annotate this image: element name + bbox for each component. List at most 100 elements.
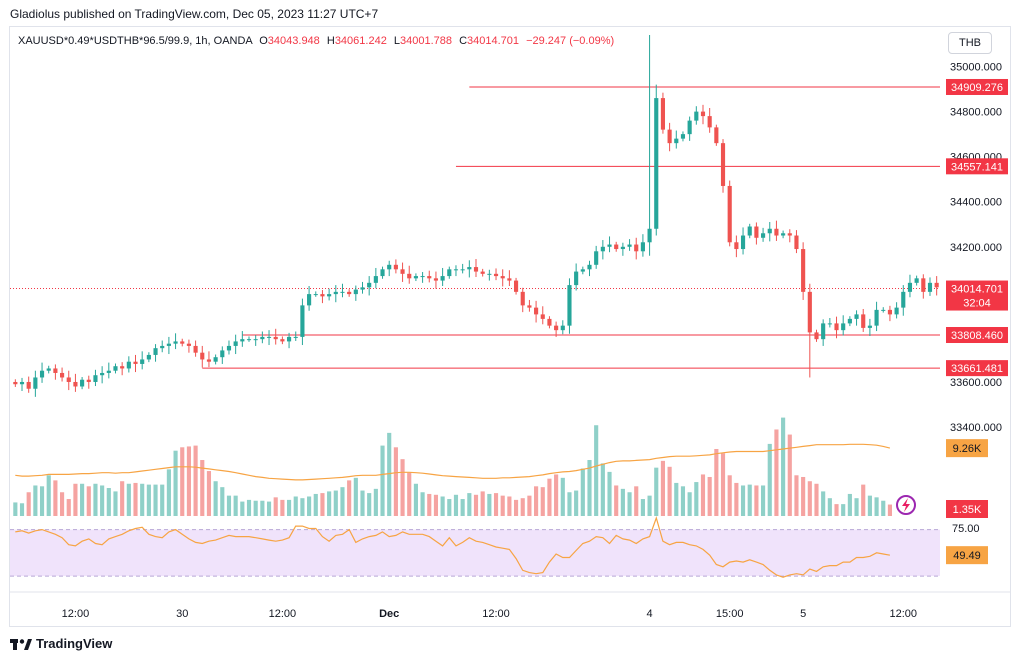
volume-bar: [393, 447, 398, 516]
rsi-line: [15, 516, 891, 578]
volume-bar: [493, 493, 499, 516]
candle-body: [914, 278, 919, 283]
candle-body: [507, 278, 512, 281]
level-price-label: 34909.276: [951, 82, 1003, 94]
last-price-tag: [946, 280, 1008, 311]
candle-body: [834, 323, 839, 331]
candle-body: [874, 309, 879, 326]
volume-bar: [153, 484, 158, 516]
candle-body: [33, 377, 38, 389]
volume-bar: [253, 500, 258, 516]
time-tick-label: 12:00: [890, 608, 918, 620]
candle-body: [534, 307, 539, 315]
candle-body: [360, 287, 365, 290]
candle-body: [600, 246, 605, 252]
volume-bar: [400, 459, 405, 516]
volume-bar: [180, 447, 185, 516]
candle-body: [313, 294, 318, 296]
low-value: 34001.788: [400, 35, 452, 47]
volume-bar: [113, 491, 118, 516]
volume-bar: [467, 493, 472, 516]
candle-body: [73, 381, 78, 387]
candle-body: [60, 372, 65, 378]
volume-bar: [854, 498, 859, 516]
price-tick-label: 34200.000: [950, 242, 1002, 254]
volume-bar: [574, 490, 579, 516]
footer-brand[interactable]: TradingView: [10, 636, 112, 651]
volume-bar: [140, 483, 145, 516]
candle-body: [233, 341, 238, 346]
volume-bar: [86, 486, 91, 516]
volume-bar: [200, 460, 205, 516]
candle-body: [453, 269, 459, 271]
volume-bar: [787, 434, 792, 516]
candle-body: [86, 379, 91, 382]
price-tick-label: 33600.000: [950, 377, 1002, 389]
price-tick-label: 34800.000: [950, 107, 1002, 119]
volume-bar: [867, 495, 872, 516]
volume-bar: [847, 493, 852, 516]
volume-bar: [567, 492, 572, 516]
volume-bar: [881, 500, 886, 516]
volume-bar: [761, 485, 766, 516]
candle-body: [580, 269, 585, 272]
volume-bar: [373, 488, 378, 516]
level-price-tag: [946, 158, 1008, 175]
volume-bar: [580, 468, 585, 516]
candle-body: [400, 269, 405, 274]
candle-body: [100, 372, 105, 376]
candle-body: [206, 359, 212, 362]
volume-bar: [707, 476, 712, 516]
rsi-value-tag: [946, 546, 988, 565]
volume-bar: [407, 472, 412, 516]
volume-bar: [674, 482, 679, 516]
volume-bar: [80, 483, 85, 516]
low-key: L: [393, 35, 400, 47]
candle-body: [260, 336, 265, 340]
candle-body: [367, 282, 372, 288]
candle-body: [146, 354, 151, 360]
volume-ma-label: 9.26K: [953, 443, 982, 455]
volume-bar: [93, 483, 98, 516]
candle-body: [907, 282, 913, 292]
candle-body: [380, 269, 385, 277]
candle-body: [307, 294, 312, 306]
candle-body: [814, 332, 819, 340]
volume-bar: [680, 486, 686, 516]
volume-bar: [320, 493, 325, 516]
candle-body: [273, 336, 278, 340]
candle-body: [220, 350, 225, 358]
level-price-label: 33808.460: [951, 330, 1003, 342]
candle-body: [847, 318, 852, 324]
candle-body: [253, 339, 258, 341]
volume-bar: [126, 483, 131, 516]
candle-body: [807, 291, 812, 333]
chart-frame[interactable]: [9, 26, 1011, 627]
volume-bar: [293, 496, 298, 516]
volume-bar: [801, 476, 806, 516]
volume-bar: [887, 504, 892, 516]
candle-body: [240, 339, 245, 342]
level-price-tag: [946, 360, 1008, 377]
volume-bar: [160, 484, 165, 516]
close-key: C: [459, 35, 468, 47]
volume-bar: [814, 483, 819, 516]
volume-bar: [841, 504, 846, 516]
time-tick-label: 12:00: [269, 608, 297, 620]
candle-body: [867, 325, 872, 328]
volume-bar: [307, 496, 312, 516]
candle-body: [166, 343, 171, 346]
volume-bar: [754, 485, 759, 516]
volume-bar: [520, 498, 525, 516]
candle-body: [440, 276, 445, 281]
candle-body: [327, 294, 332, 297]
candle-body: [226, 345, 232, 351]
candle-body: [80, 379, 85, 387]
candle-body: [887, 309, 892, 315]
candle-body: [841, 323, 846, 331]
volume-bar: [727, 475, 732, 516]
candle-body: [53, 368, 58, 373]
currency-button[interactable]: THB: [948, 32, 992, 54]
candle-body: [574, 271, 579, 286]
